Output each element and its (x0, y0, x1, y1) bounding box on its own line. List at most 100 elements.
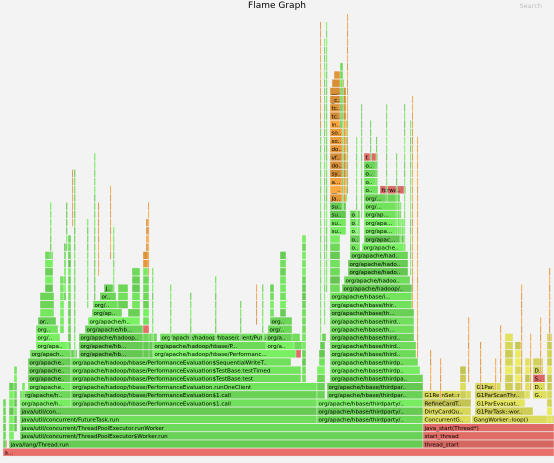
flame-frame[interactable] (97, 202, 100, 211)
flame-frame[interactable] (459, 374, 467, 383)
flame-frame[interactable] (70, 374, 302, 383)
flame-frame[interactable] (59, 275, 65, 285)
flame-frame[interactable] (329, 341, 417, 350)
flame-frame[interactable] (360, 144, 363, 153)
flame-frame[interactable] (422, 439, 554, 449)
flame-frame[interactable] (323, 210, 326, 219)
flame-frame[interactable] (429, 374, 432, 383)
flame-frame[interactable] (71, 185, 74, 194)
flame-frame[interactable] (169, 308, 172, 317)
flame-frame[interactable] (548, 333, 551, 342)
flame-frame[interactable] (467, 357, 470, 367)
flame-frame[interactable] (70, 357, 292, 367)
flame-frame[interactable] (529, 374, 532, 383)
flame-frame[interactable] (329, 284, 341, 293)
flame-frame[interactable] (479, 357, 482, 367)
flame-frame[interactable] (411, 251, 414, 260)
flame-frame[interactable] (29, 349, 72, 358)
flame-frame[interactable] (301, 308, 307, 317)
flame-frame[interactable] (403, 111, 406, 121)
flame-frame[interactable] (323, 300, 326, 309)
flame-frame[interactable] (524, 382, 531, 391)
flame-frame[interactable] (97, 210, 100, 219)
flame-frame[interactable] (131, 300, 141, 309)
flame-frame[interactable] (71, 177, 74, 186)
flame-frame[interactable] (323, 243, 326, 252)
flame-frame[interactable] (479, 366, 482, 375)
flame-frame[interactable] (323, 177, 326, 186)
flame-frame[interactable] (346, 144, 349, 153)
flame-frame[interactable] (319, 111, 322, 121)
flame-frame[interactable] (349, 251, 409, 260)
flame-frame[interactable] (142, 308, 150, 317)
flame-frame[interactable] (301, 259, 307, 268)
flame-frame[interactable] (325, 29, 328, 39)
flame-frame[interactable] (416, 243, 419, 252)
flame-frame[interactable] (323, 87, 326, 96)
flame-frame[interactable] (93, 275, 96, 285)
flame-frame[interactable] (325, 243, 328, 252)
flame-frame[interactable] (325, 169, 328, 178)
flame-frame[interactable] (369, 144, 372, 153)
flame-frame[interactable] (416, 136, 419, 145)
flame-frame[interactable] (142, 349, 150, 358)
flame-frame[interactable] (346, 95, 349, 104)
flame-frame[interactable] (363, 169, 379, 178)
flame-frame[interactable] (279, 300, 287, 309)
flame-frame[interactable] (295, 349, 302, 358)
flame-frame[interactable] (319, 136, 322, 145)
flame-frame[interactable] (411, 152, 414, 162)
flame-frame[interactable] (71, 218, 74, 227)
flame-frame[interactable] (319, 275, 322, 285)
flame-frame[interactable] (323, 70, 326, 80)
flame-frame[interactable] (97, 251, 100, 260)
flame-frame[interactable] (539, 357, 542, 367)
flame-frame[interactable] (70, 398, 318, 408)
flame-frame[interactable] (346, 185, 349, 194)
flame-frame[interactable] (8, 431, 15, 440)
flame-frame[interactable] (399, 226, 402, 235)
flame-frame[interactable] (109, 243, 112, 252)
flame-frame[interactable] (8, 382, 15, 391)
flame-frame[interactable] (325, 54, 328, 63)
flame-frame[interactable] (323, 234, 326, 244)
flame-frame[interactable] (504, 374, 514, 383)
flame-frame[interactable] (403, 226, 406, 235)
flame-frame[interactable] (112, 251, 115, 260)
flame-frame[interactable] (319, 87, 322, 96)
flame-frame[interactable] (323, 284, 326, 293)
flame-frame[interactable] (19, 398, 72, 408)
flame-frame[interactable] (504, 349, 514, 358)
flame-frame[interactable] (301, 234, 307, 244)
flame-frame[interactable] (409, 161, 412, 170)
flame-frame[interactable] (169, 292, 172, 301)
flame-frame[interactable] (73, 218, 76, 227)
flame-frame[interactable] (325, 79, 328, 88)
flame-frame[interactable] (67, 292, 72, 301)
flame-frame[interactable] (546, 374, 553, 383)
flame-frame[interactable] (385, 111, 388, 121)
flame-frame[interactable] (109, 251, 112, 260)
flame-frame[interactable] (261, 284, 264, 293)
flame-frame[interactable] (422, 407, 472, 416)
flame-frame[interactable] (360, 128, 363, 137)
flame-frame[interactable] (323, 218, 326, 227)
flame-frame[interactable] (44, 275, 54, 285)
flame-frame[interactable] (329, 87, 347, 96)
flame-frame[interactable] (379, 185, 407, 194)
flame-frame[interactable] (323, 95, 326, 104)
flame-frame[interactable] (375, 177, 378, 186)
flame-frame[interactable] (301, 374, 307, 383)
flame-frame[interactable] (261, 316, 264, 326)
flame-frame[interactable] (13, 390, 18, 399)
flame-frame[interactable] (59, 316, 65, 326)
flame-frame[interactable] (411, 103, 414, 112)
flame-frame[interactable] (319, 120, 322, 129)
flame-frame[interactable] (49, 218, 52, 227)
flame-frame[interactable] (27, 382, 72, 391)
flame-frame[interactable] (86, 292, 89, 301)
flame-frame[interactable] (520, 366, 523, 375)
flame-frame[interactable] (73, 202, 76, 211)
flame-frame[interactable] (329, 185, 347, 194)
flame-frame[interactable] (59, 325, 65, 334)
